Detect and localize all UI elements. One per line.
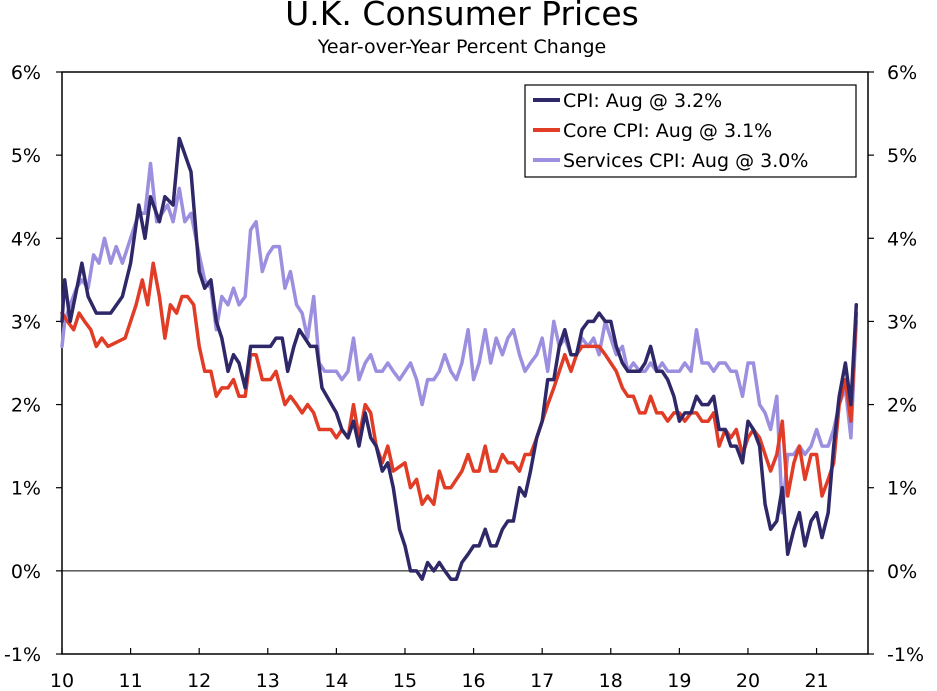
- y-tick-label-left: 5%: [11, 145, 41, 167]
- x-tick-label: 21: [804, 670, 828, 691]
- y-tick-label-left: 4%: [11, 228, 41, 250]
- y-axis-right: -1% 0% 1% 2% 3% 4% 5% 6%: [868, 62, 924, 666]
- y-tick-label-right: 6%: [887, 62, 917, 84]
- y-tick-label-left: -1%: [4, 644, 41, 666]
- legend-label-cpi: CPI: Aug @ 3.2%: [563, 90, 722, 112]
- chart-subtitle: Year-over-Year Percent Change: [317, 36, 607, 58]
- legend-label-core-cpi: Core CPI: Aug @ 3.1%: [563, 120, 772, 142]
- x-tick-label: 15: [393, 670, 417, 691]
- series-layer: [60, 136, 859, 581]
- series-line-cpi: [60, 136, 859, 581]
- x-tick-label: 12: [187, 670, 211, 691]
- y-tick-label-left: 6%: [11, 62, 41, 84]
- y-tick-label-right: 2%: [887, 395, 917, 417]
- y-tick-label-left: 2%: [11, 395, 41, 417]
- chart-title: U.K. Consumer Prices: [285, 0, 639, 33]
- x-tick-label: 14: [324, 670, 348, 691]
- legend-label-services-cpi: Services CPI: Aug @ 3.0%: [563, 150, 808, 172]
- y-tick-label-right: 3%: [887, 311, 917, 333]
- x-tick-label: 20: [736, 670, 760, 691]
- y-tick-label-right: 0%: [887, 561, 917, 583]
- plot-area-frame: [61, 71, 869, 655]
- series-line-services-cpi: [60, 161, 859, 515]
- y-tick-label-right: 4%: [887, 228, 917, 250]
- x-tick-label: 16: [461, 670, 485, 691]
- legend-box: [524, 84, 857, 178]
- x-tick-label: 11: [119, 670, 143, 691]
- y-tick-label-right: -1%: [887, 644, 924, 666]
- y-tick-label-right: 5%: [887, 145, 917, 167]
- series-line-core-cpi: [60, 261, 859, 507]
- x-axis: 10 11 12 13 14 15 16 17 18 19 20 21: [50, 648, 829, 691]
- y-tick-label-left: 1%: [11, 478, 41, 500]
- y-axis-left: -1% 0% 1% 2% 3% 4% 5% 6%: [4, 62, 62, 666]
- y-tick-label-right: 1%: [887, 478, 917, 500]
- x-tick-label: 19: [667, 670, 691, 691]
- x-tick-label: 17: [530, 670, 554, 691]
- legend: CPI: Aug @ 3.2% Core CPI: Aug @ 3.1% Ser…: [524, 84, 857, 178]
- y-tick-label-left: 0%: [11, 561, 41, 583]
- x-tick-label: 18: [599, 670, 623, 691]
- x-tick-label: 13: [256, 670, 280, 691]
- y-tick-label-left: 3%: [11, 311, 41, 333]
- x-tick-label: 10: [50, 670, 74, 691]
